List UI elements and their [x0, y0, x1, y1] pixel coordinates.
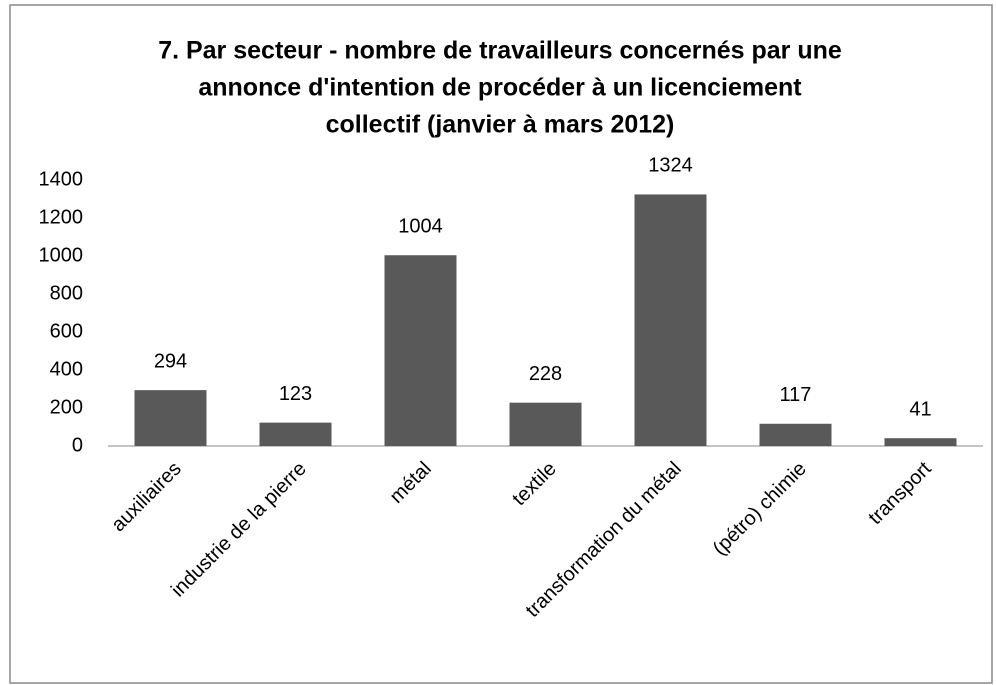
y-tick-label: 600 — [50, 320, 83, 342]
y-tick-label: 1200 — [39, 206, 84, 228]
bar — [509, 402, 582, 446]
bar — [634, 194, 707, 446]
bar — [134, 390, 207, 446]
y-tick-label: 200 — [50, 396, 83, 418]
value-label: 123 — [279, 383, 312, 405]
bar — [884, 438, 957, 446]
value-label: 1004 — [398, 216, 443, 238]
value-label: 228 — [529, 363, 562, 385]
y-tick-label: 400 — [50, 358, 83, 380]
bar — [259, 422, 332, 446]
bar — [384, 255, 457, 446]
value-label: 117 — [780, 384, 812, 406]
y-tick-label: 0 — [72, 434, 83, 456]
bar — [759, 423, 832, 446]
y-tick-label: 1000 — [39, 244, 84, 266]
chart-title: 7. Par secteur - nombre de travailleurs … — [158, 37, 842, 65]
chart-title: annonce d'intention de procéder à un lic… — [198, 74, 802, 102]
chart-title: collectif (janvier à mars 2012) — [326, 111, 675, 139]
chart-frame — [9, 4, 993, 684]
y-tick-label: 1400 — [39, 168, 84, 190]
value-label: 41 — [909, 398, 931, 420]
value-label: 294 — [154, 350, 187, 372]
y-tick-label: 800 — [50, 282, 83, 304]
value-label: 1324 — [648, 155, 693, 177]
